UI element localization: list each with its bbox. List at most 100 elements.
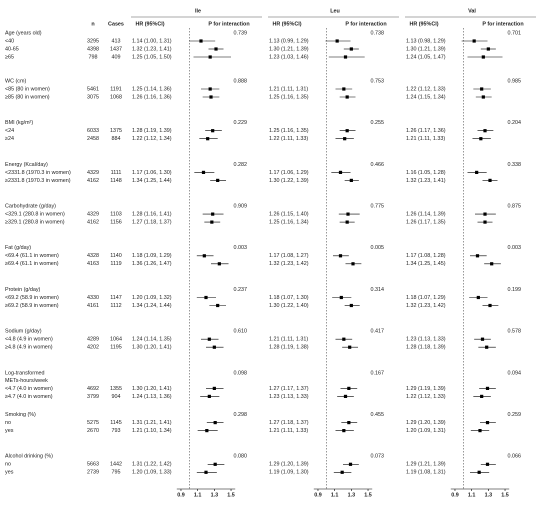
cases-value: 1442 [110,462,122,468]
hr-label: 1.22 (1.11, 1.33) [269,136,308,142]
group-label: METs-hours/week [5,378,48,384]
p-interaction: 0.985 [508,78,522,84]
hr-marker [343,137,347,141]
hr-marker [204,470,208,474]
hr-label: 1.31 (1.21, 1.41) [132,420,172,426]
hr-marker [476,295,480,300]
panel-title: Leu [330,8,340,14]
n-value: 4163 [87,261,99,267]
hr-label: 1.34 (1.24, 1.44) [132,303,172,309]
row-label: ≥69.4 (61.1 in women) [5,261,59,267]
hr-label: 1.20 (1.09, 1.33) [132,470,172,476]
row-label: <69.4 (61.1 in women) [5,253,59,259]
p-interaction: 0.909 [234,204,248,210]
x-tick-label: 1.1 [331,492,339,498]
hr-marker [483,212,487,216]
cases-value: 1147 [110,295,122,301]
group-label: BMI (kg/m²) [5,120,33,126]
hr-marker [481,95,485,99]
cases-value: 1112 [110,303,121,309]
hr-marker [472,39,476,43]
group-label: WC (cm) [5,78,26,84]
n-value: 4329 [87,170,99,176]
hr-marker [201,170,206,174]
hr-marker [475,254,480,258]
column-header: HR (95%CI) [272,21,301,27]
x-tick-label: 1.1 [194,492,202,498]
hr-marker [342,429,346,433]
n-value: 3075 [87,94,99,100]
hr-marker [210,220,214,224]
cases-value: 1064 [110,337,122,343]
hr-marker [488,303,492,308]
hr-label: 1.22 (1.12, 1.33) [406,394,446,400]
group-label: Fat (g/day) [5,245,31,251]
hr-label: 1.17 (1.08, 1.27) [269,253,309,259]
hr-marker [343,394,348,398]
hr-marker [338,254,343,258]
hr-marker [345,129,349,133]
column-header: HR (95%CI) [409,21,438,27]
n-value: 4398 [87,46,99,52]
p-interaction: 0.003 [508,245,522,251]
hr-label: 1.25 (1.14, 1.36) [132,86,172,92]
hr-label: 1.27 (1.17, 1.37) [269,386,309,392]
hr-marker [342,87,346,91]
n-value: 4329 [87,212,99,218]
hr-label: 1.29 (1.21, 1.39) [406,462,446,468]
hr-label: 1.20 (1.09, 1.31) [406,428,446,434]
p-interaction: 0.466 [371,162,385,168]
hr-label: 1.21 (1.11, 1.31) [269,86,308,92]
group-label: Log-transformed [5,370,45,376]
hr-marker [207,394,211,398]
hr-label: 1.19 (1.08, 1.31) [406,470,446,476]
cases-value: 1140 [110,253,122,259]
hr-label: 1.25 (1.05, 1.50) [132,54,172,60]
hr-label: 1.28 (1.16, 1.41) [132,212,172,218]
hr-label: 1.16 (1.05, 1.28) [406,170,446,176]
n-value: 798 [89,54,98,60]
hr-marker [480,394,484,398]
cases-value: 1375 [110,128,122,134]
column-header: P for interaction [482,21,523,27]
hr-label: 1.17 (1.08, 1.28) [406,253,446,259]
hr-marker [339,295,343,300]
hr-marker [212,345,216,349]
hr-marker [347,421,351,425]
n-value: 4692 [87,386,99,392]
hr-label: 1.24 (1.13, 1.36) [132,394,172,400]
n-value: 4162 [87,220,99,226]
group-label: Carbohydrate (g/day) [5,204,56,210]
hr-label: 1.18 (1.09, 1.29) [132,253,172,259]
row-label: ≥4.7 (4.0 in women) [5,394,53,400]
cases-value: 1103 [110,212,122,218]
row-label: <4.7 (4.0 in women) [5,386,53,392]
hr-marker [483,220,487,224]
row-label: ≥85 (80 in women) [5,94,50,100]
hr-label: 1.24 (1.05, 1.47) [406,54,446,60]
column-header: P for interaction [208,21,249,27]
hr-label: 1.13 (0.98, 1.29) [406,38,446,44]
row-label: <69.2 (58.9 in women) [5,295,59,301]
cases-value: 1156 [110,220,122,226]
hr-label: 1.21 (1.11, 1.33) [406,136,445,142]
hr-marker [483,129,487,133]
n-value: 5663 [87,462,99,468]
hr-label: 1.26 (1.15, 1.40) [269,212,309,218]
cases-value: 795 [112,470,121,476]
hr-label: 1.21 (1.10, 1.34) [132,428,172,434]
hr-marker [481,55,485,59]
hr-marker [488,178,492,182]
cases-value: 1111 [111,170,122,176]
x-tick-label: 1.1 [468,492,476,498]
hr-marker [199,39,203,43]
hr-marker [214,47,218,51]
n-value: 3295 [87,38,99,44]
hr-marker [211,129,215,133]
row-label: 40-65 [5,46,19,52]
n-value: 2458 [87,136,99,142]
hr-label: 1.28 (1.18, 1.39) [406,345,446,351]
cases-value: 1191 [110,86,122,92]
p-interaction: 0.338 [508,162,522,168]
